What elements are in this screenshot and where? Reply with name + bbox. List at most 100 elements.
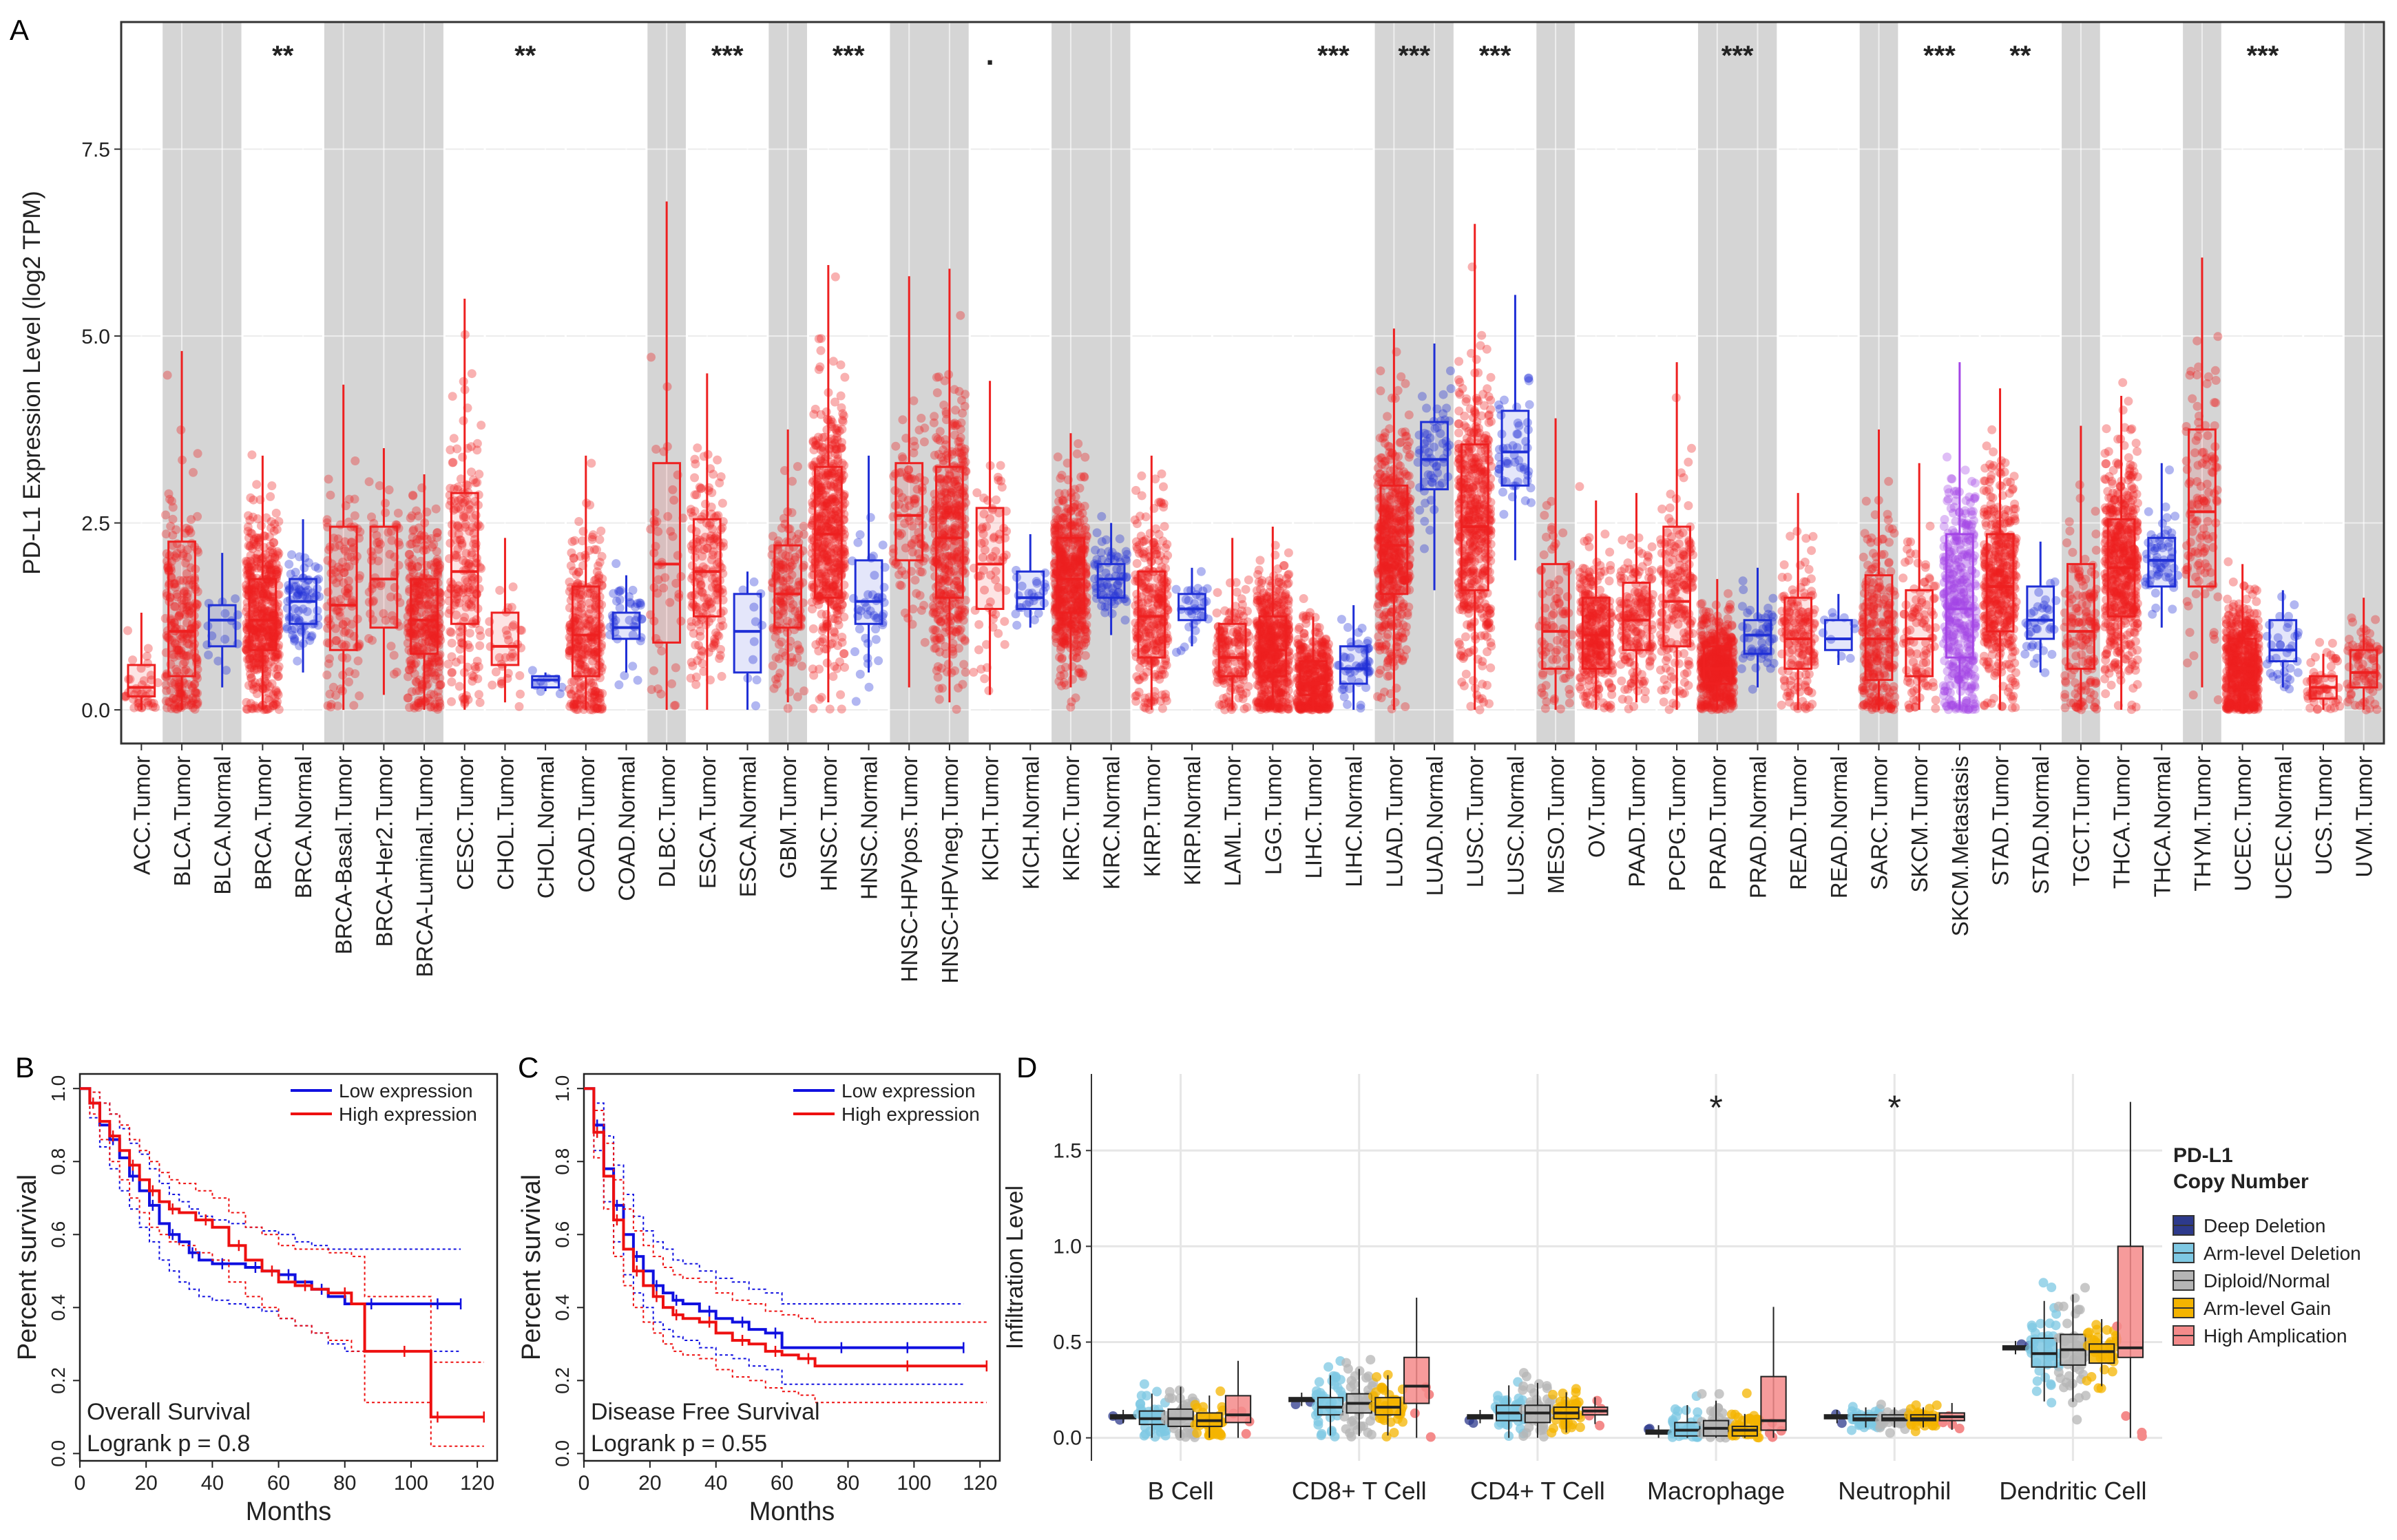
data-point — [163, 703, 172, 713]
data-point — [349, 701, 359, 710]
data-point — [259, 664, 269, 673]
data-point — [168, 514, 178, 524]
data-point — [863, 653, 872, 663]
data-point — [386, 642, 396, 651]
data-point — [930, 644, 939, 653]
data-point — [408, 568, 418, 578]
data-point — [170, 622, 180, 632]
data-point — [687, 622, 696, 631]
data-point — [1137, 471, 1147, 481]
data-point — [1056, 664, 1066, 674]
x-tick-label: HNSC-HPVneg.Tumor — [937, 756, 963, 984]
data-point — [179, 589, 189, 598]
data-point — [271, 565, 280, 575]
data-point — [273, 671, 283, 681]
data-point — [172, 643, 182, 653]
category-BLCA.Normal — [202, 553, 242, 688]
data-point — [169, 677, 179, 687]
data-point — [1232, 587, 1242, 597]
data-point — [616, 585, 626, 595]
box-tumor — [692, 518, 722, 618]
data-point — [313, 563, 323, 573]
data-point — [933, 662, 943, 671]
data-point — [647, 685, 656, 695]
data-point — [783, 704, 793, 713]
data-point — [191, 688, 200, 697]
data-point — [167, 704, 176, 713]
data-point — [448, 668, 457, 677]
data-point — [1159, 482, 1168, 492]
data-point — [930, 412, 939, 421]
data-point — [293, 656, 302, 666]
data-point — [180, 529, 190, 538]
data-point — [992, 495, 1001, 505]
data-point — [837, 704, 846, 714]
category-BRCA.Tumor: ** — [241, 41, 294, 715]
data-point — [176, 608, 185, 618]
data-point — [171, 679, 180, 689]
data-point — [132, 686, 142, 696]
data-point — [628, 662, 638, 671]
data-point — [450, 484, 459, 494]
data-point — [1034, 609, 1043, 618]
data-point — [182, 576, 191, 585]
data-point — [1121, 547, 1131, 556]
data-point — [172, 592, 182, 602]
data-point — [938, 684, 947, 693]
data-point — [515, 671, 525, 680]
x-tick-label: BRCA-Her2.Tumor — [371, 756, 397, 947]
data-point — [128, 655, 138, 665]
data-point — [958, 679, 967, 689]
data-point — [686, 505, 695, 514]
data-point — [173, 704, 182, 714]
data-point — [993, 472, 1003, 482]
data-point — [928, 625, 938, 635]
data-point — [474, 662, 483, 671]
box-tumor — [652, 462, 682, 644]
data-point — [1220, 606, 1230, 615]
data-point — [213, 656, 223, 666]
data-point — [171, 582, 180, 592]
data-point — [191, 699, 201, 709]
data-point — [828, 672, 838, 682]
data-point — [291, 567, 300, 577]
data-point — [271, 686, 281, 695]
data-point — [178, 637, 187, 646]
data-point — [176, 693, 185, 702]
data-point — [589, 682, 598, 691]
data-point — [166, 686, 176, 695]
data-point — [1244, 575, 1253, 584]
data-point — [300, 563, 309, 573]
box-tumor — [167, 540, 196, 677]
data-point — [474, 470, 484, 479]
data-point — [808, 624, 818, 633]
data-point — [174, 646, 183, 655]
data-point — [590, 693, 600, 702]
data-point — [164, 697, 174, 706]
plot-background-a — [121, 22, 2384, 743]
data-point — [171, 579, 180, 589]
data-point — [176, 646, 186, 655]
data-point — [288, 631, 297, 640]
data-point — [878, 540, 888, 550]
data-point — [919, 437, 929, 447]
data-point — [595, 535, 605, 545]
data-point — [855, 624, 864, 634]
data-point — [1133, 545, 1142, 554]
data-point — [182, 618, 192, 628]
data-point — [353, 656, 363, 666]
x-tick-label: BRCA-Luminal.Tumor — [412, 756, 437, 978]
data-point — [690, 473, 700, 483]
x-tick-label: CHOL.Tumor — [492, 756, 518, 890]
data-point — [364, 634, 374, 643]
data-point — [980, 674, 990, 684]
data-point — [172, 549, 182, 558]
shaded-band — [888, 22, 970, 743]
data-point — [897, 452, 907, 461]
data-point — [245, 516, 255, 525]
data-point — [1162, 696, 1171, 706]
data-point — [185, 601, 194, 611]
x-tick-label: DLBC.Tumor — [654, 756, 680, 887]
data-point — [182, 651, 192, 661]
data-point — [1197, 567, 1206, 576]
